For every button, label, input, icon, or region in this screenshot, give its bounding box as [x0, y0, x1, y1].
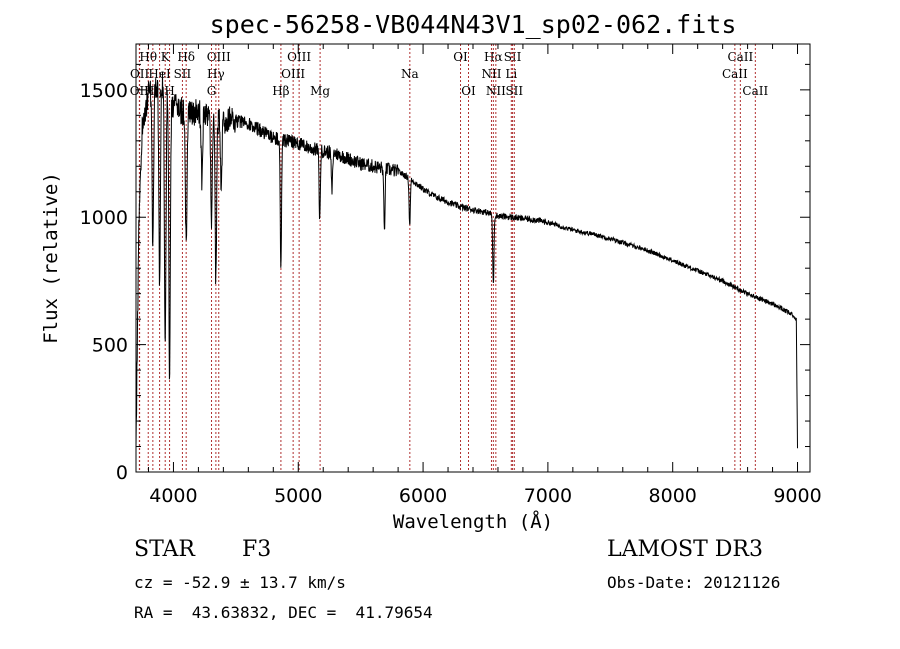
line-marker-label: OIII	[207, 50, 231, 64]
y-tick-label: 1500	[80, 80, 128, 102]
line-marker-label: OI	[453, 50, 468, 64]
x-tick-label: 9000	[773, 485, 821, 507]
line-marker-label: OIII	[287, 50, 311, 64]
y-tick-label: 500	[92, 335, 128, 357]
x-tick-label: 5000	[274, 485, 322, 507]
x-tick-label: 8000	[649, 485, 697, 507]
line-marker-label: Li	[505, 67, 517, 81]
line-marker-label: NII	[481, 67, 501, 81]
redshift-text: cz = -52.9 ± 13.7 km/s	[134, 573, 346, 592]
line-marker-label: HeI	[148, 67, 171, 81]
plot-frame	[135, 43, 811, 473]
line-marker-label: SII	[505, 84, 523, 98]
line-marker-label: CaII	[727, 50, 753, 64]
x-axis-label: Wavelength (Å)	[393, 510, 553, 533]
y-tick-label: 1000	[80, 207, 128, 229]
line-marker-label: K	[161, 50, 171, 64]
line-marker-label: SII	[504, 50, 522, 64]
line-marker-label: Hδ	[177, 50, 195, 64]
chart-title: spec-56258-VB044N43V1_sp02-062.fits	[210, 10, 737, 39]
line-marker-label: OIII	[281, 67, 305, 81]
line-marker-label: Hγ	[207, 67, 225, 81]
spectrum-layer	[135, 71, 798, 449]
line-marker-label: H	[164, 84, 174, 98]
x-tick-label: 6000	[399, 485, 447, 507]
line-marker-label: Hβ	[272, 84, 289, 98]
y-tick-label: 0	[116, 462, 128, 484]
x-tick-label: 4000	[149, 485, 197, 507]
line-marker-label: OII	[130, 84, 150, 98]
coords-text: RA = 43.63832, DEC = 41.79654	[134, 603, 433, 622]
survey-name: LAMOST DR3	[607, 537, 763, 562]
line-marker-label: OI	[461, 84, 476, 98]
obs-date-text: Obs-Date: 20121126	[607, 573, 781, 592]
x-tick-label: 7000	[524, 485, 572, 507]
line-marker-label: G	[207, 84, 217, 98]
object-class: STAR	[134, 537, 195, 562]
axis-ticks: 4000 5000 6000 7000 8000 9000 0 500 1000 1500	[80, 44, 822, 507]
line-marker-label: OII	[130, 67, 150, 81]
line-marker-label: Hθ	[139, 50, 157, 64]
spectrum-line	[135, 71, 798, 449]
line-marker-label: NII	[486, 84, 506, 98]
y-axis-label: Flux (relative)	[40, 172, 62, 344]
line-marker-label: SII	[174, 67, 192, 81]
object-subclass: F3	[242, 537, 272, 562]
line-marker-label: Mg	[310, 84, 330, 98]
line-marker-label: CaII	[742, 84, 768, 98]
line-marker-label: Hα	[484, 50, 503, 64]
line-marker-label: Na	[401, 67, 419, 81]
line-marker-label: CaII	[722, 67, 748, 81]
